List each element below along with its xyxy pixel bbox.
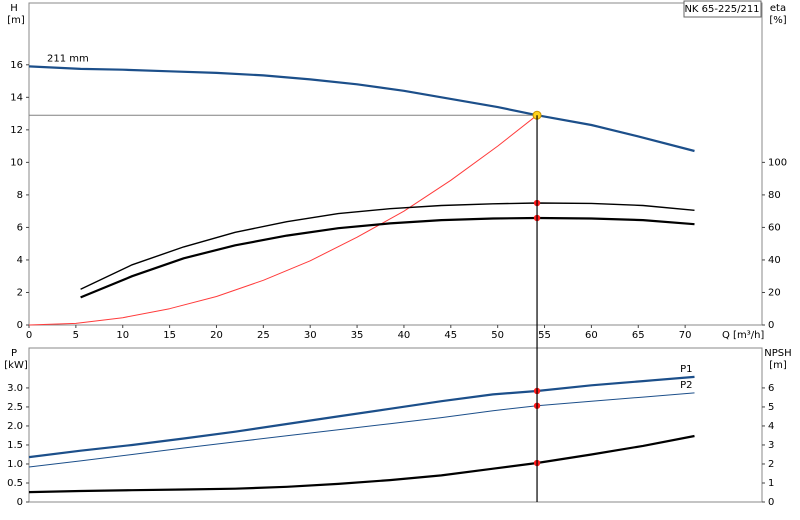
- y-tick-label: 1.0: [7, 459, 23, 470]
- curve: [28, 114, 538, 326]
- y-tick-label: 2.5: [7, 402, 23, 413]
- y2-tick-label: 3: [768, 440, 774, 451]
- y-tick-label: 0: [17, 497, 23, 508]
- x-tick-label: 45: [444, 330, 457, 341]
- y2-tick-label: 0: [768, 497, 774, 508]
- y2-axis-unit: [%]: [769, 15, 786, 26]
- curve-label: P2: [680, 380, 692, 391]
- y2-tick-label: 100: [768, 157, 787, 168]
- title-box: [683, 0, 762, 18]
- curve: [28, 392, 695, 468]
- y-tick-label: 0: [17, 320, 23, 331]
- y2-tick-label: 4: [768, 421, 774, 432]
- y2-tick-label: 60: [768, 222, 781, 233]
- x-tick-label: 5: [73, 330, 79, 341]
- y-axis-unit: [m]: [7, 15, 25, 26]
- y-tick-label: 6: [17, 222, 23, 233]
- y2-tick-label: 2: [768, 459, 774, 470]
- y-tick-label: 0.5: [7, 478, 23, 489]
- x-tick-label: 20: [210, 330, 223, 341]
- x-tick-label: 0: [26, 330, 32, 341]
- curve-label: 211 mm: [47, 53, 89, 64]
- y-axis-label: H: [10, 3, 18, 14]
- y2-axis-unit: [m]: [769, 360, 787, 371]
- y-tick-label: 12: [10, 125, 23, 136]
- x-tick-label: 65: [632, 330, 645, 341]
- x-tick-label: 25: [257, 330, 270, 341]
- y2-tick-label: 20: [768, 287, 781, 298]
- curve: [80, 202, 695, 290]
- x-tick-label: 55: [538, 330, 551, 341]
- x-tick-label: 40: [398, 330, 411, 341]
- y-tick-label: 2.0: [7, 421, 23, 432]
- y2-tick-label: 5: [768, 402, 774, 413]
- y-tick-label: 1.5: [7, 440, 23, 451]
- y2-tick-label: 1: [768, 478, 774, 489]
- x-axis-label: Q [m³/h]: [722, 330, 764, 341]
- y2-axis-label: eta: [770, 3, 786, 14]
- plot-frame: [28, 2, 763, 326]
- y-tick-label: 3.0: [7, 383, 23, 394]
- x-tick-label: 60: [585, 330, 598, 341]
- y-tick-label: 14: [10, 92, 23, 103]
- y-tick-label: 10: [10, 157, 23, 168]
- curve: [28, 375, 695, 459]
- x-tick-label: 50: [491, 330, 504, 341]
- y2-tick-label: 6: [768, 383, 774, 394]
- y-tick-label: 16: [10, 60, 23, 71]
- y-tick-label: 2: [17, 287, 23, 298]
- y2-axis-label: NPSH: [764, 348, 791, 359]
- y-axis-unit: [kW]: [4, 360, 28, 371]
- plot-frame: [28, 347, 763, 503]
- x-tick-label: 70: [679, 330, 692, 341]
- chart-title: NK 65-225/211: [684, 4, 759, 15]
- x-tick-label: 15: [163, 330, 176, 341]
- y2-tick-label: 80: [768, 190, 781, 201]
- y2-tick-label: 0: [768, 320, 774, 331]
- x-tick-label: 35: [351, 330, 364, 341]
- curve: [80, 216, 695, 299]
- y-axis-label: P: [11, 348, 17, 359]
- curve: [28, 65, 695, 153]
- curve: [28, 434, 695, 494]
- x-tick-label: 10: [116, 330, 129, 341]
- y-tick-label: 4: [17, 255, 23, 266]
- x-tick-label: 30: [304, 330, 317, 341]
- y-tick-label: 8: [17, 190, 23, 201]
- curve-label: P1: [680, 364, 692, 375]
- y2-tick-label: 40: [768, 255, 781, 266]
